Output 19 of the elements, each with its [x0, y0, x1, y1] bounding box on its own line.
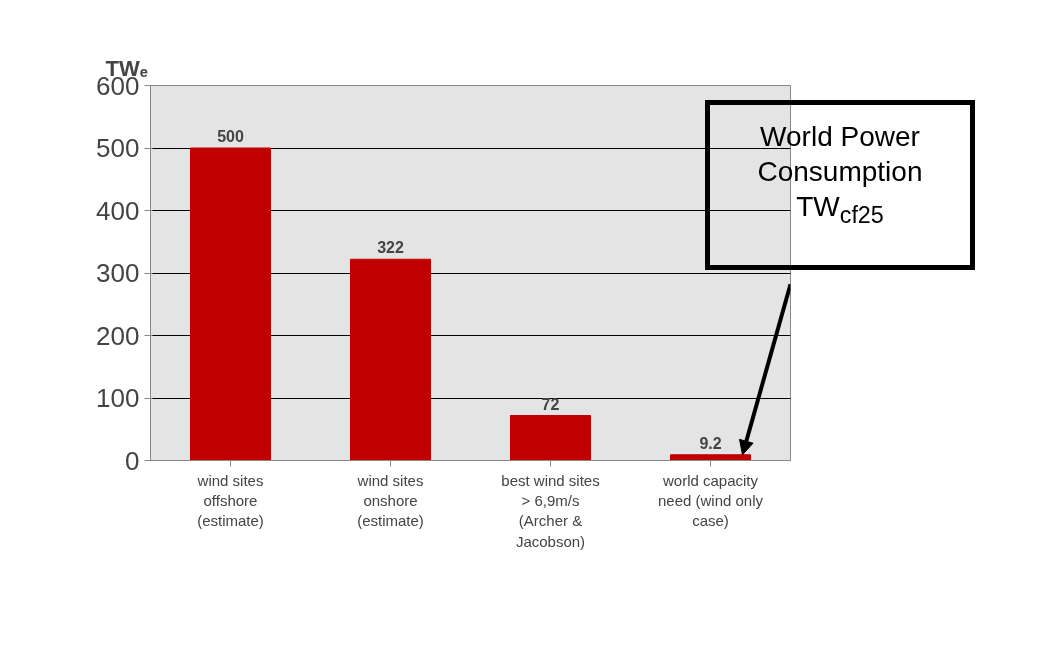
y-tick-label: 400 [96, 195, 140, 226]
y-tick-label: 100 [96, 383, 140, 413]
data-label: 72 [541, 395, 560, 413]
bar [670, 454, 751, 461]
bar [510, 415, 591, 461]
y-tick-label: 0 [125, 445, 140, 476]
bar [190, 147, 271, 461]
y-tick-label: 300 [96, 258, 140, 288]
data-label: 500 [217, 128, 244, 145]
x-tick-label: wind sites onshore (estimate) [356, 471, 424, 530]
x-tick-label: best wind sites > 6,9m/s (Archer & Jacobson) [501, 471, 600, 550]
x-tick-label: world capacity need (wind only case) [657, 471, 764, 530]
data-label: 9.2 [699, 434, 722, 452]
x-tick-label: wind sites offshore (estimate) [196, 471, 264, 530]
note-box: World Power Consumption TW$_{cf25}$ [705, 100, 975, 270]
bar [350, 258, 431, 461]
y-tick-label: 500 [96, 133, 140, 163]
data-label: 322 [377, 239, 404, 257]
y-tick-label: 200 [96, 320, 140, 351]
